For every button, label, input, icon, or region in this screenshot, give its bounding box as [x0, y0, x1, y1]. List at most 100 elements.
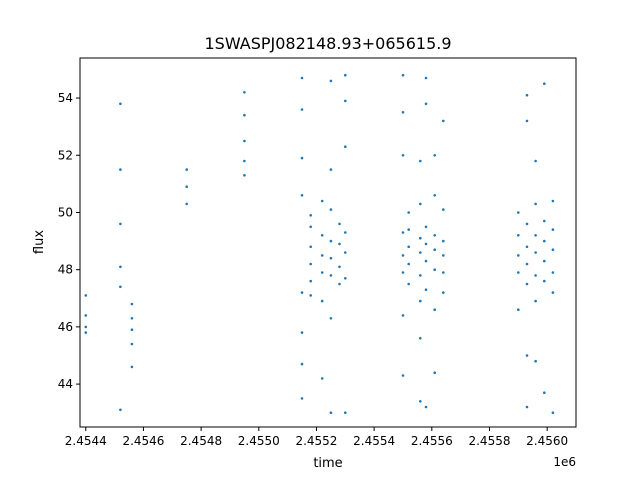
y-axis: 44 46 48 50 52 54: [58, 91, 80, 391]
y-tick-label: 48: [58, 263, 73, 277]
data-point: [185, 202, 188, 206]
data-point: [433, 234, 437, 237]
data-point: [433, 268, 437, 272]
data-point: [243, 174, 246, 177]
data-point: [442, 208, 445, 211]
data-point: [130, 328, 134, 332]
data-point: [84, 331, 88, 334]
x-tick-label: 2.4550: [238, 434, 280, 448]
data-point: [84, 325, 88, 329]
data-point: [424, 76, 428, 80]
data-point: [300, 156, 304, 160]
data-point: [344, 145, 347, 148]
data-point: [534, 202, 537, 206]
data-point: [543, 82, 546, 85]
data-point: [320, 377, 324, 380]
data-point: [329, 274, 333, 277]
data-point: [424, 288, 428, 292]
data-point: [401, 271, 405, 274]
data-point: [419, 251, 422, 254]
data-point: [419, 299, 422, 303]
data-point: [119, 102, 122, 106]
data-point: [401, 111, 405, 114]
data-point: [442, 271, 445, 274]
chart-title: 1SWASPJ082148.93+065615.9: [204, 34, 451, 53]
data-point: [551, 199, 555, 203]
data-point: [320, 271, 324, 274]
data-point: [442, 119, 445, 123]
data-point: [551, 228, 555, 231]
data-point: [84, 314, 88, 317]
data-point: [401, 254, 405, 257]
data-point: [130, 302, 134, 306]
data-point: [119, 168, 122, 171]
data-point: [517, 308, 520, 312]
data-point: [344, 231, 347, 234]
data-point: [300, 291, 304, 294]
data-point: [433, 308, 437, 312]
data-point: [130, 317, 134, 320]
data-point: [119, 265, 122, 269]
data-point: [401, 73, 405, 77]
data-point: [543, 239, 546, 243]
data-point: [424, 102, 428, 106]
data-point: [119, 222, 122, 226]
data-point: [517, 234, 520, 237]
data-point: [424, 405, 428, 409]
data-point: [534, 359, 537, 363]
data-point: [309, 214, 313, 217]
data-point: [130, 365, 134, 369]
x-tick-label: 2.4554: [353, 434, 395, 448]
data-point: [551, 411, 555, 415]
plot-points: [84, 73, 555, 415]
data-point: [424, 242, 428, 246]
data-point: [344, 251, 347, 254]
data-point: [130, 342, 134, 346]
data-point: [309, 279, 313, 283]
data-point: [84, 294, 88, 297]
data-point: [424, 259, 428, 263]
data-point: [525, 119, 529, 123]
data-point: [433, 371, 437, 375]
x-tick-label: 2.4558: [468, 434, 510, 448]
x-axis: 2.4544 2.4546 2.4548 2.4550 2.4552 2.4554 2.45…: [65, 427, 568, 448]
data-point: [243, 91, 246, 94]
data-point: [433, 154, 437, 157]
data-point: [543, 279, 546, 283]
x-tick-label: 2.4544: [65, 434, 107, 448]
x-axis-label: time: [313, 456, 342, 471]
data-point: [534, 234, 537, 237]
y-tick-label: 46: [58, 320, 73, 334]
data-point: [338, 265, 341, 269]
data-point: [329, 168, 333, 171]
data-point: [543, 219, 546, 223]
y-tick-label: 54: [58, 91, 73, 105]
data-point: [401, 231, 405, 234]
data-point: [344, 411, 347, 415]
data-point: [543, 391, 546, 395]
data-point: [525, 222, 529, 226]
data-point: [300, 397, 304, 400]
data-point: [320, 299, 324, 303]
data-point: [338, 282, 341, 286]
y-tick-label: 44: [58, 377, 73, 391]
data-point: [419, 236, 422, 240]
data-point: [329, 411, 333, 415]
data-point: [300, 362, 304, 366]
data-point: [329, 79, 333, 83]
y-tick-label: 52: [58, 148, 73, 162]
data-point: [329, 317, 333, 320]
data-point: [419, 202, 422, 206]
data-point: [119, 408, 122, 412]
plot-frame: [79, 57, 577, 428]
data-point: [243, 139, 246, 143]
data-point: [243, 159, 246, 163]
data-point: [525, 245, 529, 249]
data-point: [525, 405, 529, 409]
data-point: [329, 256, 333, 260]
data-point: [329, 239, 333, 243]
data-point: [433, 194, 437, 197]
data-point: [534, 159, 537, 163]
data-point: [517, 254, 520, 257]
